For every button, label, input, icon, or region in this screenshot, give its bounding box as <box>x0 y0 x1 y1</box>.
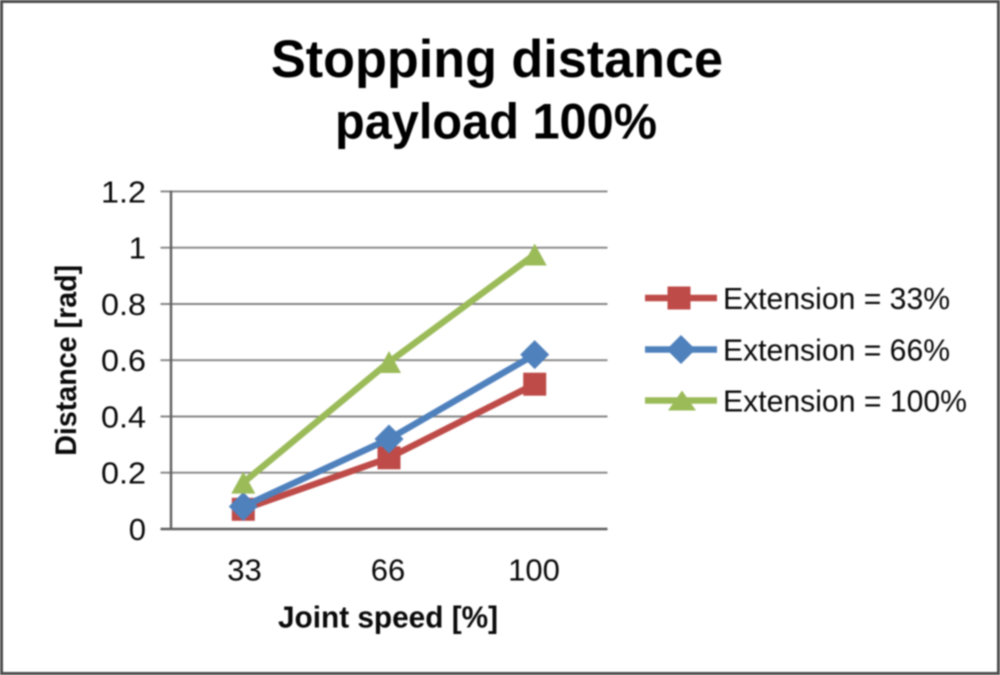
svg-text:1.2: 1.2 <box>101 174 146 209</box>
svg-text:Stopping distance: Stopping distance <box>271 30 723 89</box>
svg-text:Joint speed [%]: Joint speed [%] <box>278 599 498 634</box>
svg-text:Distance [rad]: Distance [rad] <box>50 265 83 456</box>
svg-text:0.8: 0.8 <box>101 287 146 322</box>
svg-text:payload 100%: payload 100% <box>335 94 657 150</box>
svg-text:0.2: 0.2 <box>101 456 146 491</box>
svg-text:0: 0 <box>129 512 146 547</box>
svg-text:33: 33 <box>227 553 261 588</box>
svg-text:1: 1 <box>129 231 146 266</box>
svg-text:Extension = 66%: Extension = 66% <box>723 333 950 368</box>
svg-text:66: 66 <box>371 553 405 588</box>
svg-text:100: 100 <box>508 553 560 588</box>
svg-text:0.6: 0.6 <box>101 343 146 378</box>
svg-text:Extension = 100%: Extension = 100% <box>723 384 967 419</box>
svg-text:0.4: 0.4 <box>101 399 146 434</box>
svg-text:Extension = 33%: Extension = 33% <box>723 281 950 316</box>
